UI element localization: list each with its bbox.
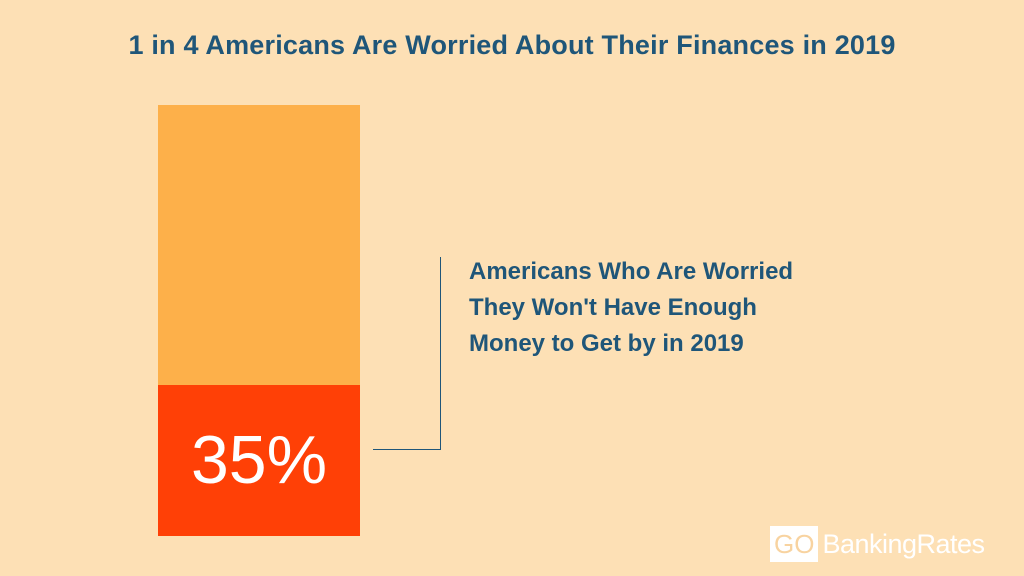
bar-fill: 35% (158, 385, 360, 536)
category-label-line: They Won't Have Enough (469, 294, 757, 321)
category-label-line: Money to Get by in 2019 (469, 330, 744, 357)
category-label-line: Americans Who Are Worried (469, 258, 794, 285)
chart-title: 1 in 4 Americans Are Worried About Their… (128, 30, 896, 60)
logo-go-text: GO (774, 529, 815, 559)
gobankingrates-logo: GO BankingRates (770, 526, 985, 562)
bar-track: 35% (158, 105, 360, 536)
leader-line-vertical (440, 257, 441, 450)
logo-go-mark: GO (770, 526, 819, 562)
category-label: Americans Who Are Worried They Won't Hav… (469, 254, 899, 362)
bar-value-label: 35% (190, 422, 328, 498)
logo-wordmark: BankingRates (822, 528, 985, 559)
leader-line-horizontal (373, 449, 441, 450)
